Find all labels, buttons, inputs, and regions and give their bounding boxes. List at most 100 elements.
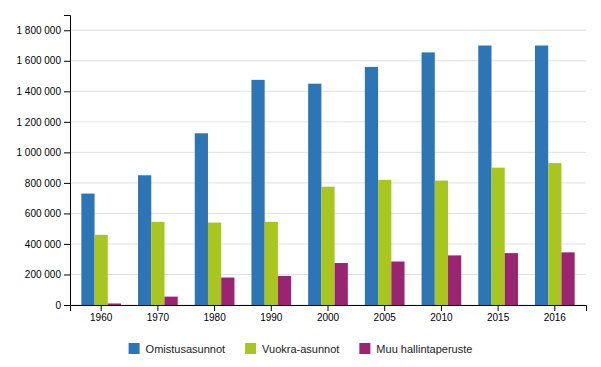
x-tick-mark xyxy=(157,305,158,311)
y-tick-label: 400 000 xyxy=(25,239,62,250)
x-tick-mark xyxy=(214,305,215,311)
bar xyxy=(81,194,94,305)
y-axis-line xyxy=(64,16,71,306)
y-tick-label: 1 400 000 xyxy=(17,86,62,97)
legend-label: Muu hallintaperuste xyxy=(376,343,472,355)
x-tick-label: 1990 xyxy=(260,312,283,323)
bar xyxy=(208,223,221,305)
y-tick-mark xyxy=(64,213,70,214)
bar xyxy=(251,80,264,305)
x-tick-mark xyxy=(328,305,329,311)
x-tick-label: 2010 xyxy=(430,312,453,323)
bars xyxy=(81,46,574,305)
bar xyxy=(491,168,504,305)
y-tick-label: 1 600 000 xyxy=(17,55,62,66)
y-tick: 1 400 000 xyxy=(17,86,71,97)
plot: 0 200 000 400 000 600 000 800 000 1 000 000 1 … xyxy=(17,16,587,324)
chart: 0 200 000 400 000 600 000 800 000 1 000 000 1 … xyxy=(0,0,601,367)
bar xyxy=(505,253,518,305)
bar xyxy=(151,222,164,305)
x-tick-mark xyxy=(271,305,272,311)
y-tick-label: 0 xyxy=(55,300,61,311)
bar xyxy=(548,163,561,305)
y-tick: 200 000 xyxy=(25,269,70,280)
y-tick-label: 800 000 xyxy=(25,178,62,189)
y-tick-label: 1 200 000 xyxy=(17,117,62,128)
y-tick: 1 800 000 xyxy=(17,25,71,36)
x-tick: 2015 xyxy=(487,305,510,323)
grid-line xyxy=(70,121,586,122)
y-tick-label: 200 000 xyxy=(25,269,62,280)
bar xyxy=(321,187,334,305)
y-tick-mark xyxy=(64,61,70,62)
bar-series xyxy=(95,163,562,305)
x-tick-mark xyxy=(498,305,499,311)
x-tick: 2010 xyxy=(430,305,453,323)
x-tick: 1960 xyxy=(90,305,113,323)
x-tick-label: 2000 xyxy=(317,312,340,323)
y-tick-mark xyxy=(64,122,70,123)
legend-swatch xyxy=(129,343,140,354)
bar xyxy=(365,67,378,305)
bar xyxy=(221,278,234,305)
bar xyxy=(448,255,461,305)
y-tick-mark xyxy=(64,244,70,245)
y-tick-mark xyxy=(64,152,70,153)
x-tick-label: 1980 xyxy=(203,312,226,323)
x-tick: 1970 xyxy=(147,305,170,323)
y-tick: 0 xyxy=(55,300,70,311)
bar xyxy=(335,263,348,305)
x-tick-mark xyxy=(554,305,555,311)
x-tick-mark xyxy=(101,305,102,311)
y-tick-mark xyxy=(64,274,70,275)
grid-line xyxy=(70,91,586,92)
bar xyxy=(391,262,404,306)
x-tick: 1990 xyxy=(260,305,283,323)
legend-item: Omistusasunnot xyxy=(129,343,225,355)
x-tick: 2005 xyxy=(374,305,397,323)
x-tick-mark xyxy=(384,305,385,311)
legend-swatch xyxy=(359,343,370,354)
y-tick: 1 200 000 xyxy=(17,117,71,128)
x-tick-label: 1970 xyxy=(147,312,170,323)
x-tick-label: 2016 xyxy=(544,312,567,323)
bar xyxy=(265,222,278,305)
legend-label: Vuokra-asunnot xyxy=(262,343,339,355)
bar xyxy=(561,252,574,305)
bar xyxy=(478,46,491,305)
y-tick: 600 000 xyxy=(25,208,70,219)
bar xyxy=(108,303,121,305)
grid-line xyxy=(70,30,586,31)
bar-series xyxy=(108,252,575,305)
bar xyxy=(95,235,108,305)
bar xyxy=(378,180,391,305)
bar xyxy=(535,46,548,305)
bar xyxy=(195,133,208,305)
x-tick-mark xyxy=(441,305,442,311)
y-tick: 1 600 000 xyxy=(17,55,71,66)
x-tick-label: 2015 xyxy=(487,312,510,323)
y-tick-mark xyxy=(64,91,70,92)
x-axis-line xyxy=(71,306,587,312)
x-tick: 2016 xyxy=(544,305,567,323)
y-tick-mark xyxy=(64,305,70,306)
legend-swatch xyxy=(245,343,256,354)
legend-label: Omistusasunnot xyxy=(146,343,225,355)
bar xyxy=(278,276,291,305)
y-tick: 800 000 xyxy=(25,178,70,189)
x-axis: 1960 1970 1980 1990 2000 2005 2010 2015 2016 xyxy=(71,305,587,323)
y-tick-mark xyxy=(64,30,70,31)
legend-item: Vuokra-asunnot xyxy=(245,343,339,355)
y-tick: 1 000 000 xyxy=(17,147,71,158)
bar-series xyxy=(81,46,548,305)
legend: Omistusasunnot Vuokra-asunnot Muu hallinta… xyxy=(129,343,473,355)
x-tick: 1980 xyxy=(203,305,226,323)
x-tick-label: 1960 xyxy=(90,312,113,323)
bar xyxy=(138,175,151,305)
y-axis: 0 200 000 400 000 600 000 800 000 1 000 000 1 … xyxy=(17,16,71,311)
grid xyxy=(70,30,586,305)
y-tick-label: 1 000 000 xyxy=(17,147,62,158)
grid-line xyxy=(70,152,586,153)
bar xyxy=(165,297,178,305)
grid-line xyxy=(70,60,586,61)
